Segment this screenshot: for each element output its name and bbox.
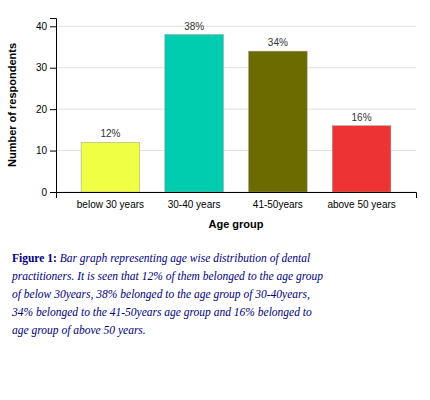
data-label: 12% bbox=[100, 128, 120, 139]
y-tick-label: 20 bbox=[36, 104, 48, 115]
grid-line bbox=[56, 26, 416, 27]
bars bbox=[81, 35, 391, 192]
x-axis-line bbox=[57, 193, 417, 199]
y-tick-mark bbox=[50, 151, 56, 152]
y-tick-label: 0 bbox=[41, 187, 47, 198]
y-tick: 40 bbox=[36, 21, 56, 32]
x-tick: above 50 years bbox=[327, 199, 395, 210]
grid-line bbox=[56, 67, 416, 68]
caption-line: of below 30years, 38% belonged to the ag… bbox=[12, 288, 310, 301]
caption: Figure 1: Bar graph representing age wis… bbox=[11, 252, 323, 337]
y-tick-mark bbox=[50, 26, 56, 27]
bar bbox=[81, 142, 140, 192]
data-label: 16% bbox=[352, 112, 372, 123]
bar bbox=[249, 51, 308, 192]
caption-line: 34% belonged to the 41-50years age group… bbox=[11, 306, 312, 319]
y-tick: 0 bbox=[41, 187, 56, 198]
y-axis-title: Number of respondents bbox=[6, 43, 18, 167]
x-tick: 41-50years bbox=[253, 199, 303, 210]
y-tick: 20 bbox=[36, 104, 56, 115]
x-tick-label: below 30 years bbox=[77, 199, 144, 210]
data-label: 34% bbox=[268, 37, 288, 48]
grid-line bbox=[56, 109, 416, 110]
caption-line: age group of above 50 years. bbox=[12, 324, 146, 337]
x-tick-label: above 50 years bbox=[327, 199, 395, 210]
bar bbox=[165, 35, 224, 192]
caption-line: practitioners. It is seen that 12% of th… bbox=[11, 270, 323, 283]
data-label: 38% bbox=[184, 21, 204, 32]
chart-container: 0 10 20 30 40 below 30 years 30-40 years 41-50y… bbox=[0, 0, 430, 400]
y-axis-line bbox=[50, 19, 57, 193]
bar bbox=[332, 126, 391, 192]
x-tick-label: 41-50years bbox=[253, 199, 303, 210]
y-tick-mark bbox=[50, 68, 56, 69]
y-tick-mark bbox=[50, 109, 56, 110]
y-tick-label: 10 bbox=[36, 145, 48, 156]
y-axis: 0 10 20 30 40 bbox=[36, 19, 57, 198]
data-labels: 12% 38% 34% 16% bbox=[100, 21, 371, 140]
y-tick-label: 40 bbox=[36, 21, 48, 32]
y-tick-label: 30 bbox=[36, 62, 48, 73]
caption-text: Bar graph representing age wise distribu… bbox=[57, 252, 310, 265]
x-axis: below 30 years 30-40 years 41-50years above… bbox=[57, 193, 417, 211]
chart-svg: 0 10 20 30 40 below 30 years 30-40 years 41-50y… bbox=[0, 0, 430, 400]
grid bbox=[56, 26, 416, 192]
caption-prefix: Figure 1: bbox=[12, 252, 57, 265]
y-tick: 10 bbox=[36, 145, 56, 156]
x-axis-title: Age group bbox=[209, 218, 264, 230]
caption-line: Figure 1: Bar graph representing age wis… bbox=[12, 252, 310, 265]
y-tick-mark bbox=[50, 192, 56, 193]
x-tick: 30-40 years bbox=[168, 199, 221, 210]
x-tick-label: 30-40 years bbox=[168, 199, 221, 210]
y-tick: 30 bbox=[36, 62, 56, 73]
x-tick: below 30 years bbox=[77, 199, 144, 210]
